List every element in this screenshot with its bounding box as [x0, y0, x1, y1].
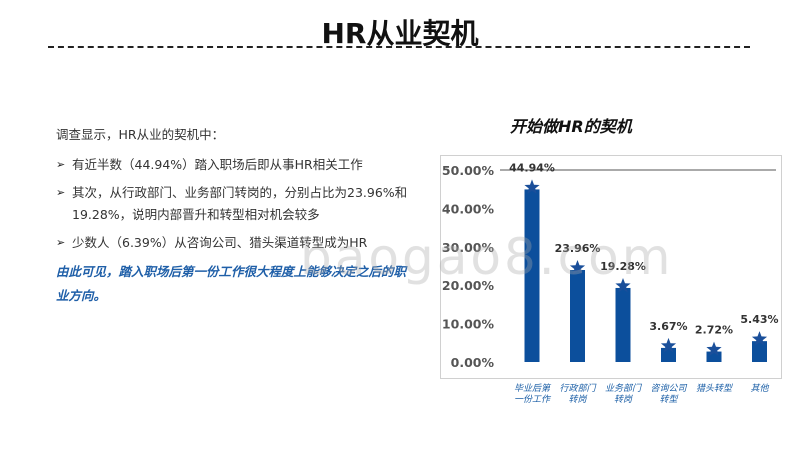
x-category-label: 其他 [750, 383, 769, 394]
chart-frame [440, 155, 782, 379]
chart-title: 开始做HR的契机 [510, 117, 632, 136]
bullet-item: ➢ 少数人（6.39%）从咨询公司、猎头渠道转型成为HR [56, 232, 416, 254]
x-category-label: 转岗 [614, 394, 633, 405]
arrow-bullet-icon: ➢ [56, 186, 66, 199]
x-category-label: 业务部门 [605, 383, 643, 394]
intro-text: 调查显示，HR从业的契机中： [56, 127, 225, 142]
bullet-text: 其次，从行政部门、业务部门转岗的，分别占比为23.96%和19.28%，说明内部… [72, 185, 408, 222]
arrow-bullet-icon: ➢ [56, 158, 66, 171]
x-category-label: 行政部门 [559, 383, 597, 394]
x-category-label: 毕业后第 [514, 383, 552, 394]
x-category-label: 猎头转型 [696, 383, 733, 394]
bullet-item: ➢ 其次，从行政部门、业务部门转岗的，分别占比为23.96%和19.28%，说明… [56, 182, 416, 226]
x-category-label: 转型 [659, 394, 678, 405]
x-category-label: 转岗 [568, 394, 587, 405]
arrow-bullet-icon: ➢ [56, 236, 66, 249]
bullet-item: ➢ 有近半数（44.94%）踏入职场后即从事HR相关工作 [56, 154, 416, 176]
watermark: baogao8.com [300, 228, 674, 286]
x-category-label: 咨询公司 [650, 383, 687, 394]
bullet-text: 少数人（6.39%）从咨询公司、猎头渠道转型成为HR [72, 235, 368, 250]
summary-text: 调查显示，HR从业的契机中： ➢ 有近半数（44.94%）踏入职场后即从事HR相… [56, 124, 416, 308]
bullet-text: 有近半数（44.94%）踏入职场后即从事HR相关工作 [72, 157, 363, 172]
x-category-label: 一份工作 [514, 394, 552, 405]
page-title: HR从业契机 [321, 17, 479, 50]
title-divider [48, 46, 750, 48]
conclusion-text: 由此可见，踏入职场后第一份工作很大程度上能够决定之后的职业方向。 [56, 264, 407, 303]
